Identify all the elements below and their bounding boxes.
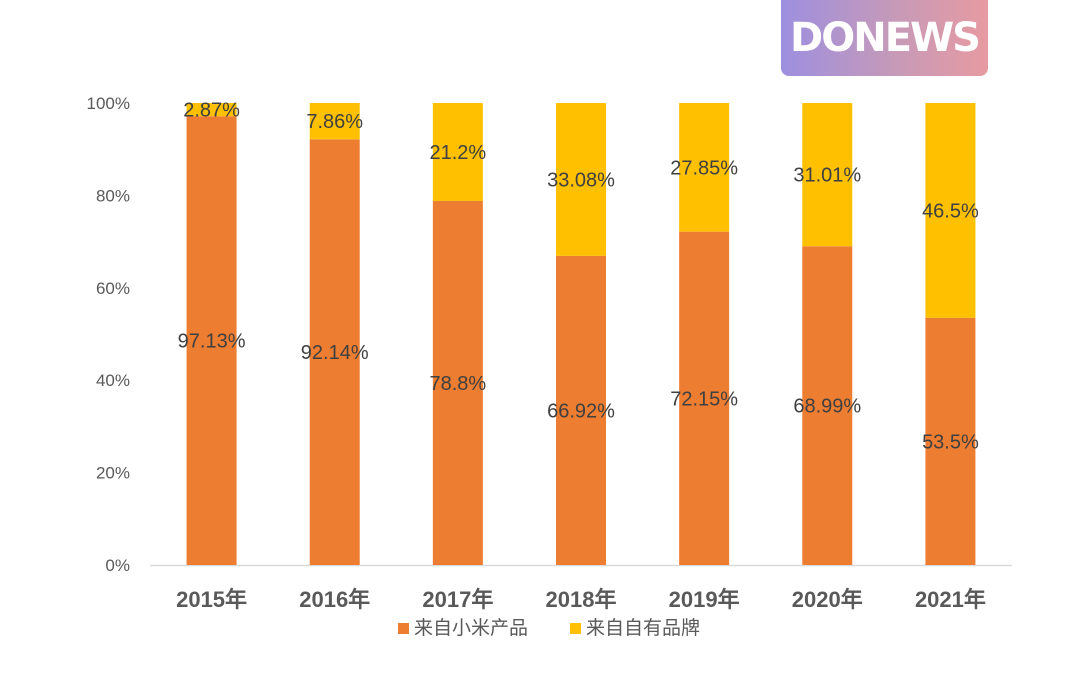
data-label-own-brand: 27.85%	[670, 157, 738, 179]
data-label-xiaomi-products: 72.15%	[670, 388, 738, 410]
data-label-xiaomi-products: 68.99%	[793, 396, 861, 418]
donews-logo-text: DONEWS	[790, 15, 981, 61]
donews-logo: DONEWS	[781, 0, 988, 76]
legend-swatch	[570, 623, 581, 634]
x-category-label: 2015年	[176, 587, 247, 612]
x-category-label: 2020年	[792, 587, 863, 612]
bar-segment-own-brand	[309, 103, 360, 140]
data-label-own-brand: 7.86%	[306, 111, 363, 133]
data-label-own-brand: 31.01%	[793, 165, 861, 187]
y-tick-label: 40%	[96, 371, 130, 390]
bar-segment-xiaomi-products	[186, 116, 237, 565]
data-label-own-brand: 46.5%	[922, 200, 979, 222]
legend-label: 来自小米产品	[414, 617, 528, 639]
data-label-own-brand: 21.2%	[429, 142, 486, 164]
bar-segment-own-brand	[186, 103, 237, 117]
bar-segment-xiaomi-products	[432, 200, 483, 565]
bar-segment-own-brand	[925, 103, 976, 318]
bar-segment-xiaomi-products	[802, 246, 853, 565]
y-tick-label: 60%	[96, 279, 130, 298]
x-category-label: 2021年	[915, 587, 986, 612]
y-tick-label: 20%	[96, 464, 130, 483]
x-category-label: 2019年	[669, 587, 740, 612]
data-label-xiaomi-products: 66.92%	[547, 400, 615, 422]
y-tick-label: 100%	[87, 94, 130, 113]
legend-label: 来自自有品牌	[586, 617, 700, 639]
legend-item-xiaomi-products: 来自小米产品	[398, 617, 528, 639]
data-label-xiaomi-products: 97.13%	[178, 331, 246, 353]
y-tick-label: 0%	[105, 556, 130, 575]
x-category-label: 2017年	[422, 587, 493, 612]
data-label-xiaomi-products: 53.5%	[922, 431, 979, 453]
bar-segment-own-brand	[432, 103, 483, 201]
bar-segment-own-brand	[556, 103, 606, 256]
data-label-xiaomi-products: 78.8%	[429, 373, 486, 395]
bar-segment-xiaomi-products	[556, 255, 606, 566]
bar-segment-xiaomi-products	[679, 231, 730, 566]
data-label-xiaomi-products: 92.14%	[301, 342, 369, 364]
x-category-label: 2018年	[546, 587, 617, 612]
bar-segment-xiaomi-products	[925, 317, 976, 565]
legend-item-own-brand: 来自自有品牌	[570, 617, 700, 639]
data-label-own-brand: 33.08%	[547, 169, 615, 191]
bar-segment-own-brand	[679, 103, 730, 232]
data-label-own-brand: 2.87%	[183, 100, 240, 122]
bar-segment-own-brand	[802, 103, 853, 247]
x-category-label: 2016年	[299, 587, 370, 612]
legend-swatch	[398, 623, 409, 634]
bar-segment-xiaomi-products	[309, 139, 360, 565]
y-tick-label: 80%	[96, 186, 130, 205]
